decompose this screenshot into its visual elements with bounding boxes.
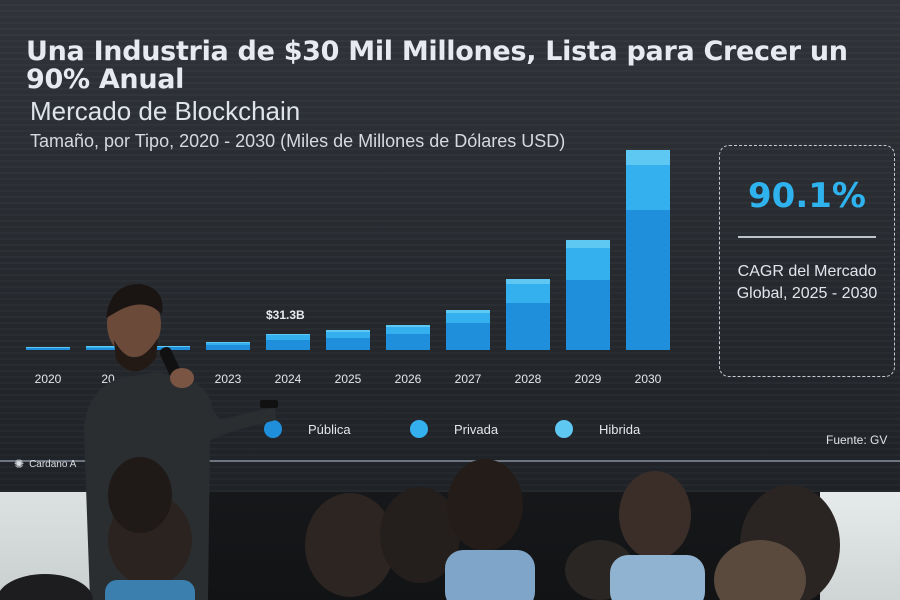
x-tick-2024: 2024 [274,372,302,386]
bar-2026 [386,325,430,350]
bar-2021 [86,346,130,350]
legend-item-privada: Privada [410,420,498,438]
bar-segment-2028-pública [506,302,550,350]
chart-subtitle: Mercado de Blockchain [30,96,301,126]
x-tick-2020: 2020 [34,372,62,386]
x-tick-2030: 2030 [634,372,662,386]
bar-segment-2027-pública [446,322,490,350]
bar-2027 [446,309,490,350]
legend-swatch [410,420,428,438]
bar-segment-2029-pública [566,280,610,350]
bar-segment-2027-privada [446,312,490,323]
bar-segment-2023-hibrida [206,342,250,343]
bar-segment-2030-pública [626,210,670,350]
bar-segment-2026-privada [386,327,430,334]
bar-segment-2023-privada [206,343,250,345]
bar-2028 [506,278,550,350]
bar-segment-2028-hibrida [506,278,550,284]
bar-segment-2025-hibrida [326,330,370,332]
legend-item-pública: Pública [264,420,351,438]
bar-segment-2028-privada [506,283,550,303]
bar-2025 [326,330,370,350]
blockchain-market-chart: 2020 20 2023 2024 2025 2026 2027 2028 2029 2030 $3… [26,150,670,438]
bar-segment-2029-hibrida [566,240,610,248]
legend-label: Privada [454,421,499,437]
bar-segment-2023-pública [206,345,250,350]
bar-2029 [566,240,610,350]
bar-2024 [266,334,310,350]
bar-segment-2027-hibrida [446,309,490,313]
audience [0,457,840,600]
bar-segment-2020-pública [26,348,70,350]
bar-segment-2029-privada [566,247,610,280]
bar-segment-2024-privada [266,335,310,340]
bar-segment-2025-privada [326,331,370,338]
bar-segment-2024-pública [266,339,310,350]
bar-segment-2022-privada [146,346,190,347]
x-tick-2029: 2029 [574,372,602,386]
cagr-callout: 90.1% CAGR del Mercado Global, 2025 - 20… [719,145,895,377]
bar-segment-2022-hibrida [146,345,190,346]
legend-label: Pública [308,421,351,437]
bar-segment-2026-pública [386,334,430,350]
bar-segment-2030-privada [626,165,670,210]
legend-label: Hibrida [599,421,641,437]
x-tick-2026: 2026 [394,372,422,386]
bar-2030 [626,150,670,350]
slide-headline: Una Industria de $30 Mil Millones, Lista… [26,36,848,95]
legend-swatch [555,420,573,438]
brand-label: Cardano A [29,458,77,470]
data-label-2024: $31.3B [266,308,305,323]
source-note: Fuente: GV [826,433,888,447]
bar-segment-2024-hibrida [266,334,310,336]
x-tick-2028: 2028 [514,372,542,386]
bar-2020 [26,347,70,350]
bar-2023 [206,342,250,350]
bar-segment-2021-privada [86,346,130,348]
chart-description: Tamaño, por Tipo, 2020 - 2030 (Miles de … [30,131,566,151]
x-tick-2023: 2023 [214,372,242,386]
bar-segment-2021-pública [86,347,130,350]
brand-mark: ✺ Cardano A [14,457,76,471]
legend-swatch [264,420,282,438]
x-tick-2025: 2025 [334,372,362,386]
x-tick-2027: 2027 [454,372,482,386]
cagr-caption: CAGR del Mercado Global, 2025 - 2030 [736,263,878,302]
bar-segment-2020-privada [26,347,70,348]
bar-segment-2025-pública [326,337,370,350]
cagr-value: 90.1% [748,176,866,216]
legend-item-hibrida: Hibrida [555,420,640,438]
cardano-logo-icon: ✺ [14,457,25,471]
bar-segment-2030-hibrida [626,150,670,165]
cagr-divider [738,236,876,238]
footer-divider [0,460,900,462]
bar-segment-2026-hibrida [386,325,430,327]
